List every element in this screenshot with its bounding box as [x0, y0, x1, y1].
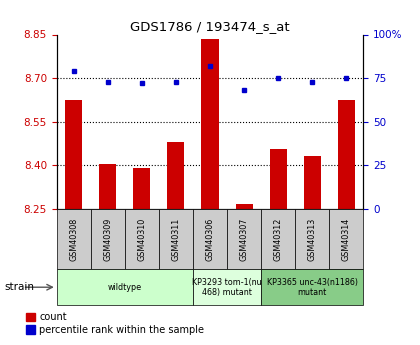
- Bar: [193, 209, 227, 269]
- Bar: [91, 209, 125, 269]
- Bar: [227, 209, 261, 269]
- Text: wildtype: wildtype: [108, 283, 142, 292]
- Bar: [261, 269, 363, 305]
- Text: KP3365 unc-43(n1186)
mutant: KP3365 unc-43(n1186) mutant: [267, 277, 358, 297]
- Bar: [65, 100, 82, 209]
- Bar: [125, 209, 159, 269]
- Text: GSM40309: GSM40309: [103, 217, 112, 260]
- Bar: [295, 209, 329, 269]
- Bar: [338, 100, 355, 209]
- Text: KP3293 tom-1(nu
468) mutant: KP3293 tom-1(nu 468) mutant: [192, 277, 262, 297]
- Title: GDS1786 / 193474_s_at: GDS1786 / 193474_s_at: [130, 20, 290, 33]
- Text: GSM40310: GSM40310: [137, 217, 146, 260]
- Bar: [168, 142, 184, 209]
- Bar: [193, 269, 261, 305]
- Bar: [270, 149, 287, 209]
- Bar: [99, 164, 116, 209]
- Bar: [236, 204, 252, 209]
- Text: GSM40312: GSM40312: [274, 217, 283, 260]
- Text: GSM40311: GSM40311: [171, 217, 181, 260]
- Bar: [329, 209, 363, 269]
- Text: GSM40308: GSM40308: [69, 217, 78, 260]
- Bar: [304, 156, 321, 209]
- Bar: [159, 209, 193, 269]
- Legend: count, percentile rank within the sample: count, percentile rank within the sample: [26, 312, 205, 335]
- Text: GSM40306: GSM40306: [205, 217, 215, 260]
- Text: GSM40314: GSM40314: [342, 217, 351, 260]
- Text: strain: strain: [4, 282, 34, 292]
- Text: GSM40307: GSM40307: [239, 217, 249, 260]
- Text: GSM40313: GSM40313: [308, 217, 317, 260]
- Bar: [57, 209, 91, 269]
- Bar: [202, 39, 218, 209]
- Bar: [261, 209, 295, 269]
- Bar: [57, 269, 193, 305]
- Bar: [134, 168, 150, 209]
